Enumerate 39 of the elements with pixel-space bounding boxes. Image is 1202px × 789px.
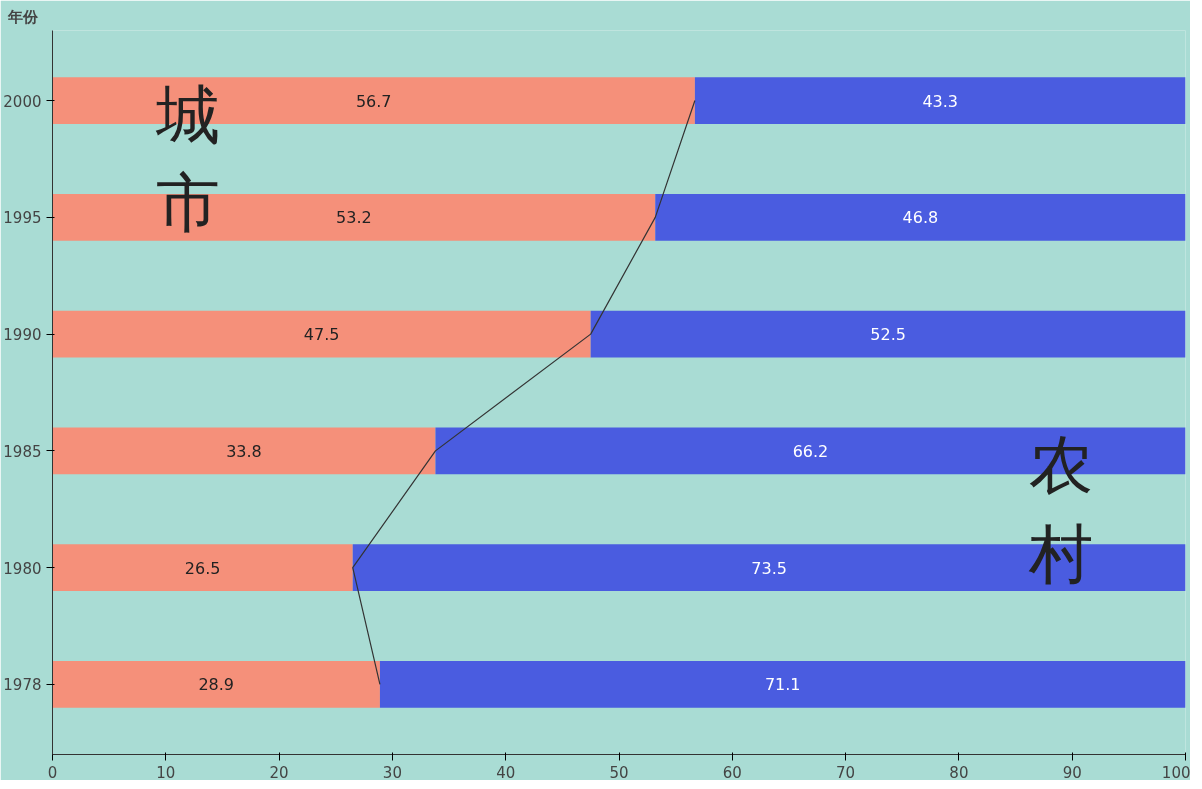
- bar: [694, 77, 1186, 124]
- bar: [590, 310, 1186, 358]
- x-tick-label: 10: [156, 763, 176, 782]
- bar: [52, 544, 353, 592]
- data-label: 33.8: [226, 441, 262, 461]
- x-tick-label: 40: [496, 763, 516, 782]
- data-label: 73.5: [751, 558, 787, 578]
- bar: [379, 661, 1186, 708]
- x-tick-label: 50: [609, 763, 629, 782]
- y-tick-label: 1980: [3, 559, 42, 578]
- bar: [52, 427, 436, 475]
- data-label: 46.8: [902, 208, 939, 228]
- y-tick-label: 2000: [3, 92, 42, 111]
- y-tick-label: 1985: [3, 442, 42, 461]
- data-label: 53.2: [336, 208, 372, 228]
- data-label: 66.2: [792, 441, 829, 461]
- x-tick-label: 0: [47, 763, 58, 782]
- data-label: 52.5: [870, 325, 906, 345]
- y-tick-label: 1978: [3, 676, 42, 695]
- data-label: 43.3: [922, 91, 959, 111]
- bar: [52, 310, 591, 358]
- data-label: 26.5: [184, 558, 221, 578]
- x-tick-label: 100: [1161, 763, 1191, 782]
- x-tick-label: 20: [269, 763, 289, 782]
- y-tick-label: 1995: [3, 209, 42, 228]
- y-tick-label: 1990: [3, 326, 42, 345]
- x-tick-label: 80: [949, 763, 969, 782]
- y-axis-title: 年份: [6, 7, 39, 26]
- data-label: 47.5: [303, 325, 340, 345]
- x-tick-label: 60: [722, 763, 742, 782]
- data-label: 71.1: [764, 675, 801, 695]
- x-tick-label: 90: [1062, 763, 1082, 782]
- series-label: 城市: [155, 77, 221, 241]
- bar: [52, 661, 380, 708]
- x-tick-label: 70: [836, 763, 856, 782]
- bar: [655, 193, 1186, 241]
- data-label: 56.7: [355, 91, 392, 111]
- data-label: 28.9: [198, 675, 235, 695]
- x-tick-label: 30: [382, 763, 402, 782]
